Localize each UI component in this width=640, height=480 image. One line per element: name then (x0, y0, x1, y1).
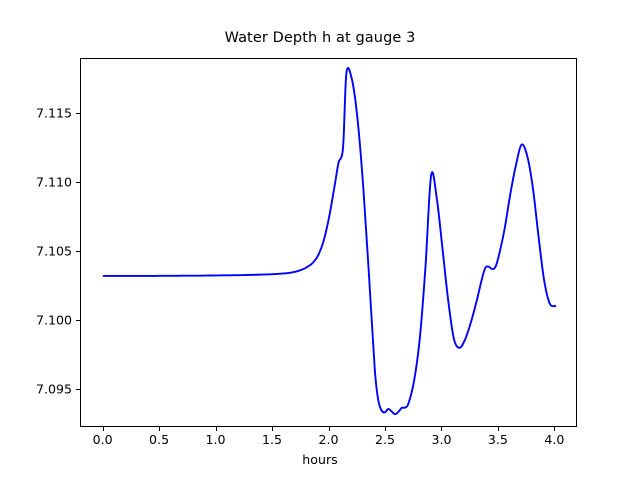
x-axis-tick-label: 2.5 (374, 432, 395, 447)
x-axis-tick-label: 0.5 (149, 432, 170, 447)
y-axis-tick-label: 7.105 (35, 243, 72, 259)
y-axis-tick-mark (76, 181, 80, 183)
y-axis-tick-mark (76, 319, 80, 321)
x-axis-tick-label: 1.5 (262, 432, 283, 447)
x-axis-tick-mark (384, 427, 386, 431)
x-axis-tick-mark (215, 427, 217, 431)
data-line-svg (102, 67, 557, 416)
x-axis-tick-label: 2.0 (318, 432, 339, 447)
x-axis-tick-label: 0.0 (92, 432, 113, 447)
x-axis-tick-mark (272, 427, 274, 431)
y-axis-tick-mark (76, 250, 80, 252)
x-axis-tick-mark (159, 427, 161, 431)
x-axis-tick-label: 4.0 (544, 432, 565, 447)
x-axis-tick-mark (328, 427, 330, 431)
y-axis-tick-mark (76, 388, 80, 390)
x-axis-tick-mark (102, 427, 104, 431)
x-axis-tick-mark (497, 427, 499, 431)
x-axis-tick-mark (441, 427, 443, 431)
y-axis-tick-label: 7.100 (35, 312, 72, 328)
series-line-h (102, 67, 557, 416)
y-axis-tick-label: 7.095 (35, 381, 72, 397)
x-axis-tick-label: 3.0 (431, 432, 452, 447)
x-axis-tick-label: 3.5 (487, 432, 508, 447)
y-axis-tick-mark (76, 112, 80, 114)
y-axis-tick-label: 7.110 (35, 174, 72, 190)
y-axis-tick-label-group: 7.095 7.100 7.105 7.110 7.115 (0, 0, 72, 480)
x-axis-label: hours (302, 452, 338, 467)
plot-area (80, 58, 577, 427)
chart-title: Water Depth h at gauge 3 (224, 30, 416, 46)
y-axis-tick-label: 7.115 (35, 105, 72, 121)
x-axis-tick-label: 1.0 (205, 432, 226, 447)
x-axis-tick-mark (554, 427, 556, 431)
